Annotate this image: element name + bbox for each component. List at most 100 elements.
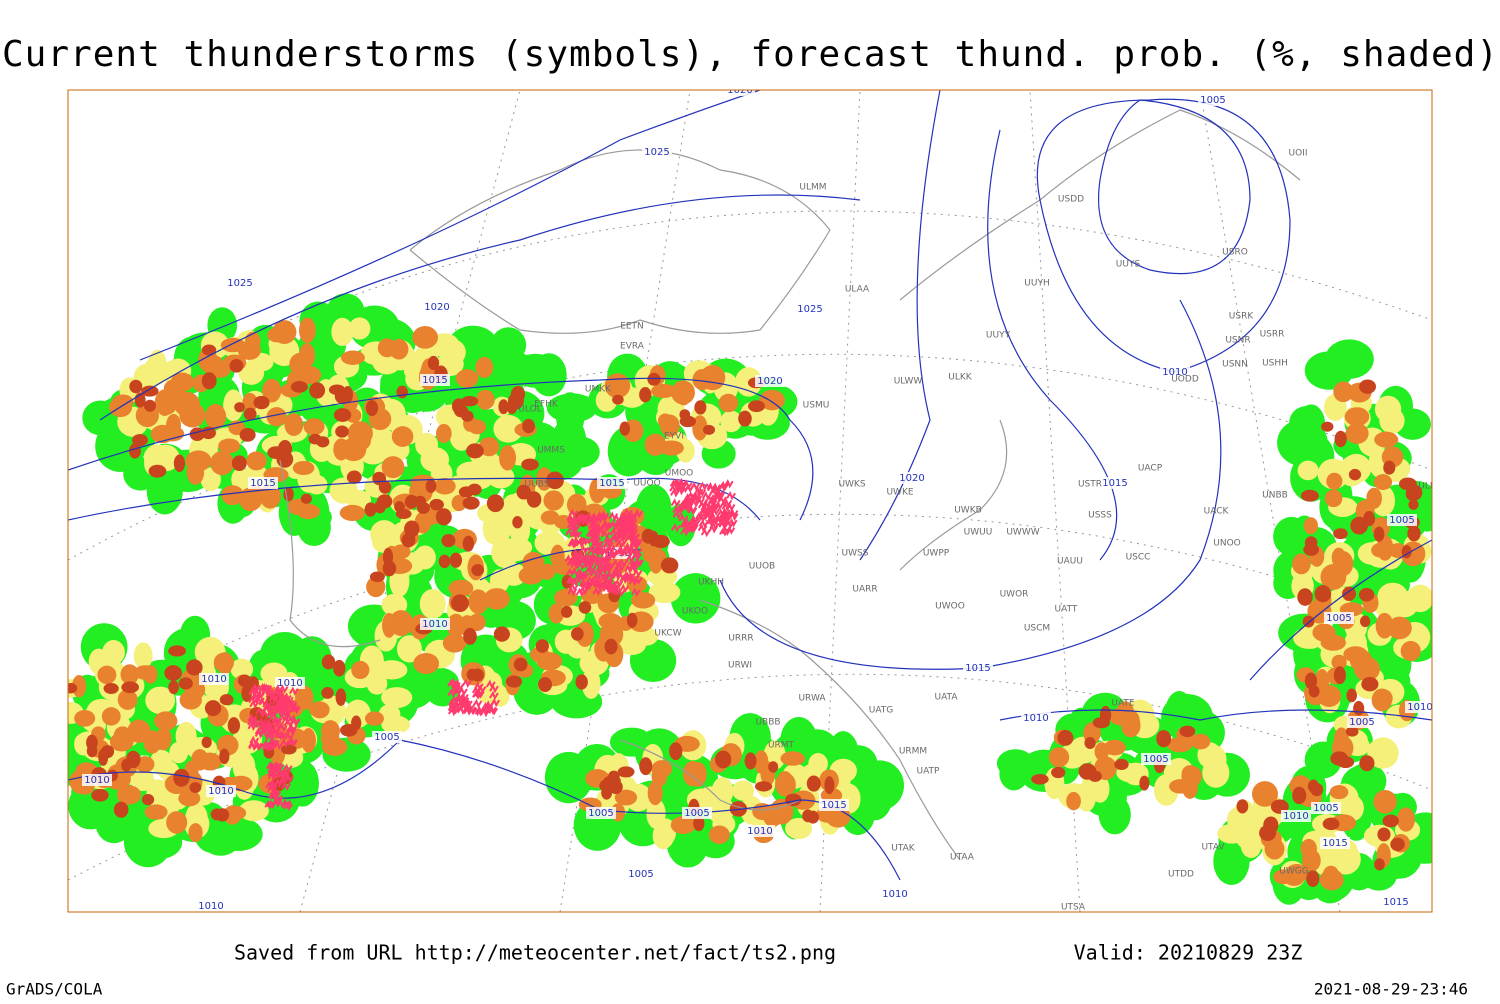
shade-cell	[708, 825, 730, 844]
storm-symbol	[266, 723, 277, 734]
storm-symbol	[461, 678, 472, 688]
shade-cell	[1263, 816, 1279, 834]
station-label: USMU	[803, 401, 830, 411]
storm-symbol	[619, 583, 630, 594]
shade-cell	[117, 689, 138, 710]
station-label: UWGG	[1279, 867, 1308, 877]
shade-cell	[300, 493, 312, 504]
shade-cell	[1114, 758, 1129, 771]
shade-cell	[366, 426, 393, 445]
shade-cell	[346, 470, 362, 484]
shade-cell	[546, 471, 564, 490]
shade-cell	[451, 494, 467, 512]
shade-cell	[128, 443, 141, 459]
shade-cell	[348, 317, 371, 340]
storm-symbol	[693, 486, 704, 497]
shade-cell	[141, 385, 159, 397]
shade-cell	[499, 445, 517, 471]
shade-cell	[676, 385, 691, 406]
storm-symbol	[726, 490, 736, 501]
isobar-label-bg	[225, 277, 255, 289]
storm-symbol	[719, 527, 729, 537]
shade-cell	[1304, 536, 1318, 550]
storm-symbol	[711, 485, 722, 496]
shade-cell	[1273, 869, 1294, 885]
timestamp: 2021-08-29-23:46	[1314, 980, 1468, 999]
shade-cell	[292, 636, 332, 684]
shade-cell	[560, 605, 573, 618]
software-credit: GrADS/COLA	[6, 980, 103, 999]
shade-cell	[164, 665, 183, 681]
station-label: UNBB	[1262, 491, 1288, 501]
storm-symbol	[598, 513, 609, 523]
isobar-label: 1015	[422, 375, 447, 386]
shade-cell	[438, 554, 451, 569]
station-label: USNR	[1225, 336, 1250, 346]
station-label: UARR	[852, 585, 877, 595]
shade-cell	[463, 627, 477, 645]
shade-cell	[1333, 666, 1346, 685]
shade-cell	[538, 677, 553, 692]
shade-cell	[381, 456, 405, 479]
storm-symbol	[566, 520, 577, 531]
storm-symbol	[568, 508, 579, 519]
station-label: UWUU	[964, 528, 993, 538]
shade-cell	[382, 547, 394, 566]
station-label: UUYH	[1024, 279, 1049, 289]
shade-cell	[1292, 786, 1307, 805]
shade-cell	[435, 508, 452, 526]
shade-cell	[331, 317, 354, 347]
storm-symbol	[697, 512, 708, 523]
shade-cell	[1169, 779, 1192, 794]
shade-cell	[1078, 763, 1097, 780]
valid-time: Valid: 20210829 23Z	[1074, 941, 1303, 965]
shade-cell	[156, 726, 172, 751]
shade-cell	[461, 396, 479, 407]
storm-symbol	[490, 697, 501, 708]
shade-cell	[1377, 827, 1391, 842]
shade-cell	[97, 665, 117, 685]
shade-cell	[506, 400, 518, 415]
storm-symbol	[605, 569, 616, 579]
shade-cell	[539, 563, 556, 580]
shade-cell	[200, 426, 216, 440]
storm-symbol	[620, 519, 631, 530]
isobar-label-bg	[586, 807, 616, 819]
shade-cell	[441, 534, 456, 548]
shade-cell	[301, 728, 316, 753]
storm-symbol	[609, 527, 620, 538]
isobar-label: 1010	[1023, 713, 1048, 724]
shade-cell	[154, 388, 179, 415]
shade-cell	[366, 672, 388, 695]
shade-cell	[639, 757, 653, 776]
shade-cell	[1325, 339, 1374, 379]
storm-symbol	[566, 567, 576, 578]
shade-cell	[201, 344, 217, 356]
shade-cell	[505, 675, 523, 688]
shade-cell	[1374, 395, 1402, 423]
shade-cell	[1330, 751, 1349, 766]
storm-symbol	[567, 586, 578, 597]
shade-cell	[768, 761, 779, 773]
shade-cell	[436, 423, 452, 443]
station-label: EVRA	[620, 342, 645, 352]
isobar-label: 1015	[965, 663, 990, 674]
station-label: UWKE	[886, 488, 913, 498]
shade-cell	[1361, 677, 1379, 692]
storm-symbol	[633, 508, 644, 519]
storm-symbol	[576, 569, 587, 579]
isobar-label: 1010	[422, 619, 447, 630]
storm-symbol	[247, 717, 257, 728]
isobar-label-bg	[196, 900, 226, 912]
shade-cell	[462, 496, 480, 510]
isobar-label-bg	[626, 868, 656, 880]
shade-cell	[170, 372, 195, 392]
storm-symbol	[607, 547, 618, 558]
storm-symbol	[258, 722, 269, 733]
shade-cell	[780, 751, 806, 766]
shade-cell	[144, 804, 168, 820]
thunderstorm-symbols	[247, 477, 739, 812]
shade-cell	[663, 561, 675, 573]
shade-cell	[266, 407, 287, 427]
isobar-label: 1010	[1283, 811, 1308, 822]
